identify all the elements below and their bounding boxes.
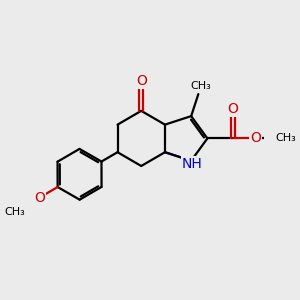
Text: O: O [34, 190, 45, 205]
Text: O: O [227, 102, 238, 116]
Text: CH₃: CH₃ [190, 81, 211, 91]
Text: CH₃: CH₃ [4, 207, 25, 217]
Text: NH: NH [182, 158, 203, 171]
Text: O: O [250, 131, 261, 146]
Text: O: O [136, 74, 147, 88]
Text: CH₃: CH₃ [275, 134, 296, 143]
